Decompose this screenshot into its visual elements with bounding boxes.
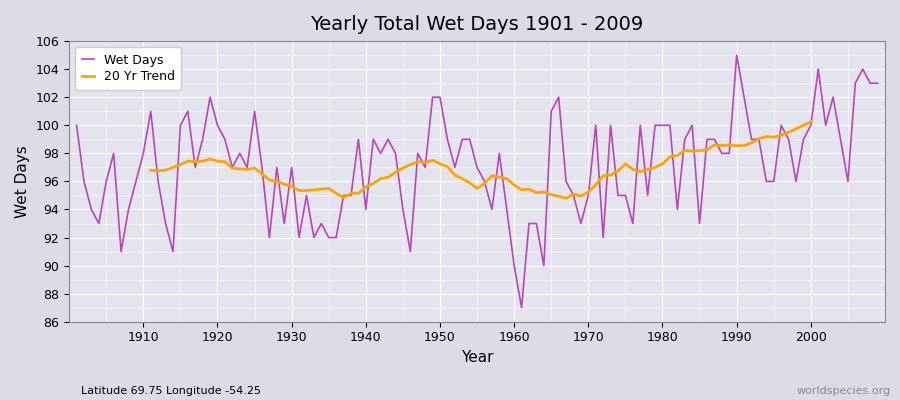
20 Yr Trend [234,166,245,171]
Legend: Wet Days, 20 Yr Trend: Wet Days, 20 Yr Trend [76,47,182,90]
20 Yr Trend [613,168,624,173]
Text: worldspecies.org: worldspecies.org [796,386,891,396]
Wet Days [338,193,349,198]
Y-axis label: Wet Days: Wet Days [15,145,30,218]
Title: Yearly Total Wet Days 1901 - 2009: Yearly Total Wet Days 1901 - 2009 [310,15,644,34]
Wet Days [872,81,883,86]
Text: Latitude 69.75 Longitude -54.25: Latitude 69.75 Longitude -54.25 [81,386,261,396]
Line: Wet Days: Wet Days [76,55,878,308]
20 Yr Trend [806,119,816,124]
20 Yr Trend [702,148,713,152]
20 Yr Trend [145,168,156,172]
20 Yr Trend [561,196,572,201]
Wet Days [293,235,304,240]
Wet Days [605,123,616,128]
Wet Days [501,207,512,212]
Wet Days [130,179,141,184]
Wet Days [508,263,519,268]
20 Yr Trend [783,130,794,135]
Wet Days [732,53,742,58]
Wet Days [517,305,527,310]
Line: 20 Yr Trend: 20 Yr Trend [150,122,811,198]
Wet Days [71,123,82,128]
20 Yr Trend [346,191,356,196]
20 Yr Trend [716,143,727,148]
X-axis label: Year: Year [461,350,493,365]
